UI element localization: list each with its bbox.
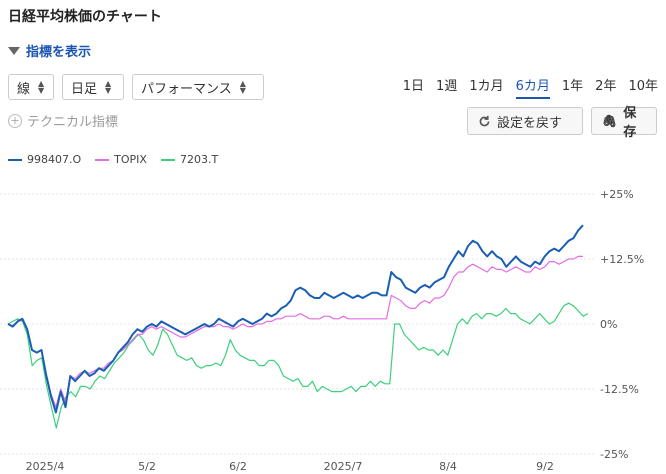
y-tick-label: -12.5% xyxy=(600,383,639,396)
y-tick-label: -25% xyxy=(600,448,628,461)
series-line-0 xyxy=(7,224,584,414)
legend-label: 998407.O xyxy=(27,153,82,166)
y-tick-label: 0% xyxy=(600,318,617,331)
period-tab-1y[interactable]: 1年 xyxy=(561,79,584,94)
plus-circle-icon: + xyxy=(8,113,22,128)
legend-item-nikkei: 998407.O xyxy=(8,153,81,166)
legend-swatch xyxy=(95,158,110,161)
updown-arrow-icon: ▲ ▼ xyxy=(105,79,112,95)
mode-value: パフォーマンス xyxy=(141,81,232,97)
legend-swatch xyxy=(160,158,175,161)
page-title: 日経平均株価のチャート xyxy=(8,9,162,25)
y-tick-label: +12.5% xyxy=(600,253,644,266)
triangle-down-icon xyxy=(8,46,20,55)
y-tick-label: +25% xyxy=(600,188,634,201)
save-button[interactable]: 🖇 保存 xyxy=(591,106,657,140)
legend-label: 7203.T xyxy=(179,153,219,166)
updown-arrow-icon: ▲ ▼ xyxy=(239,79,246,95)
x-tick-label: 2025/7 xyxy=(324,460,363,473)
legend-swatch xyxy=(8,158,22,161)
x-tick-label: 6/2 xyxy=(229,460,247,473)
save-button-label: 保存 xyxy=(623,106,637,140)
series-line-1 xyxy=(7,255,583,408)
legend-item-7203: 7203.T xyxy=(160,153,219,166)
period-tab-1d[interactable]: 1日 xyxy=(402,79,425,94)
x-tick-label: 8/4 xyxy=(439,460,457,473)
mode-select[interactable]: パフォーマンス ▲ ▼ xyxy=(132,74,264,100)
period-tab-10y[interactable]: 10年 xyxy=(628,79,658,94)
x-tick-label: 5/2 xyxy=(138,460,156,473)
period-tab-1w[interactable]: 1週 xyxy=(436,79,458,94)
legend-label: TOPIX xyxy=(114,153,147,166)
period-tab-2y[interactable]: 2年 xyxy=(595,79,617,94)
refresh-icon xyxy=(479,115,490,126)
period-tab-6m[interactable]: 6カ月 xyxy=(515,75,550,99)
series-line-2 xyxy=(7,302,589,429)
technical-indicator-label: テクニカル指標 xyxy=(27,115,119,130)
reset-button-label: 設定を戻す xyxy=(497,115,563,131)
interval-value: 日足 xyxy=(71,81,98,97)
indicator-toggle-label: 指標を表示 xyxy=(26,45,92,60)
interval-select[interactable]: 日足 ▲ ▼ xyxy=(62,74,124,100)
indicator-toggle[interactable]: 指標を表示 xyxy=(8,41,91,60)
legend-item-topix: TOPIX xyxy=(95,153,147,166)
chart-type-select[interactable]: 線 ▲ ▼ xyxy=(8,74,54,100)
chart-legend: 998407.O TOPIX 7203.T xyxy=(8,153,218,166)
reset-button[interactable]: 設定を戻す xyxy=(467,107,583,135)
x-tick-label: 9/2 xyxy=(536,460,554,473)
updown-arrow-icon: ▲ ▼ xyxy=(38,79,45,95)
period-tab-1m[interactable]: 1カ月 xyxy=(469,79,504,94)
performance-chart[interactable]: +25% +12.5% 0% -12.5% -25% 2025/4 5/2 6/2 2025/7… xyxy=(0,180,666,474)
chart-type-value: 線 xyxy=(17,81,31,97)
period-tabs: 1日 1週 1カ月 6カ月 1年 2年 10年 xyxy=(403,75,658,99)
x-tick-label: 2025/4 xyxy=(26,460,65,473)
technical-indicator-link[interactable]: + テクニカル指標 xyxy=(8,111,118,130)
paperclip-icon: 🖇 xyxy=(602,114,618,128)
